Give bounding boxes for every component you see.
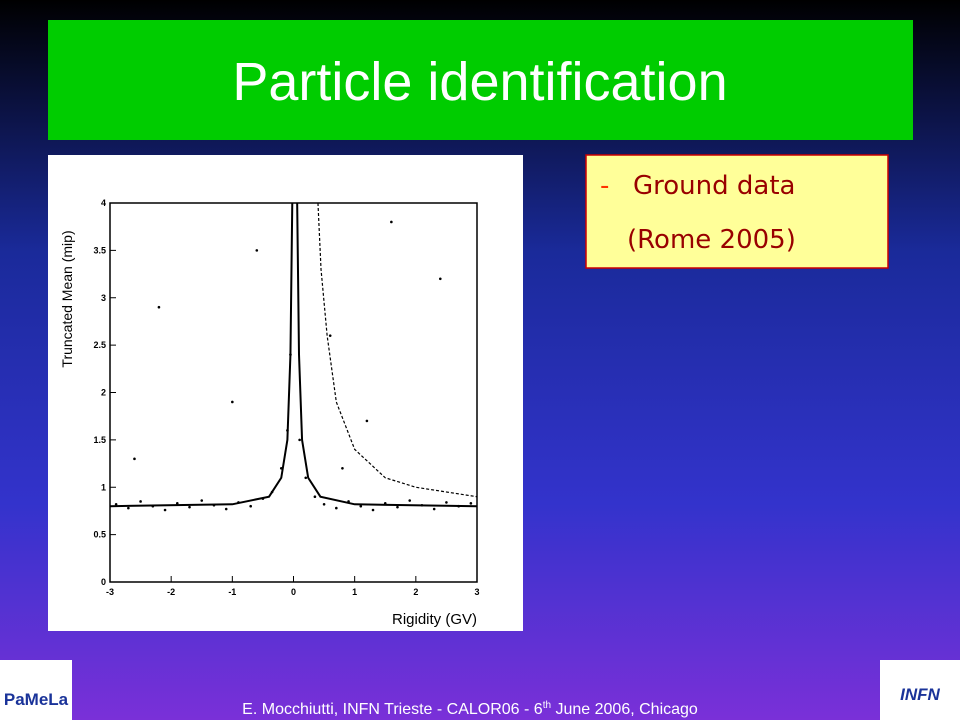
bullet-marker: - (600, 171, 609, 201)
curve (109, 202, 294, 508)
data-point (133, 457, 136, 461)
y-axis-label: Truncated Mean (mip) (59, 230, 75, 367)
title-box (48, 20, 913, 140)
data-point (298, 438, 301, 442)
logo-box (880, 660, 960, 720)
data-point (439, 277, 442, 281)
data-point (175, 502, 179, 505)
logo-box (0, 660, 72, 720)
data-point (469, 502, 473, 505)
curve (296, 202, 478, 508)
data-point (249, 504, 252, 508)
note-box (585, 154, 889, 269)
data-point (390, 220, 393, 224)
y-tick-label: 2.5 (93, 340, 106, 350)
data-point (408, 499, 412, 502)
data-point (231, 400, 234, 404)
data-point (224, 507, 228, 511)
footer-sup: th (543, 700, 551, 711)
slide-title: Particle identification (232, 52, 727, 112)
plot: -3 -2 -1 0 1 2 3 0 0.5 1 1.5 2 2.5 3 3.5 4 Rigidity (GV)… (59, 198, 480, 628)
data-point (359, 504, 363, 508)
y-tick-label: 1.5 (93, 435, 106, 445)
logo-text: INFN (900, 685, 940, 704)
data-point (304, 476, 308, 480)
footer-text: E. Mocchiutti, INFN Trieste - CALOR06 - … (242, 701, 543, 718)
y-tick-label: 2 (101, 388, 106, 398)
x-tick-label: 2 (413, 587, 418, 597)
data-point (127, 506, 130, 510)
footer: E. Mocchiutti, INFN Trieste - CALOR06 - … (242, 700, 698, 718)
y-tick-label: 3.5 (93, 245, 106, 255)
data-point (157, 305, 161, 309)
x-tick-label: 1 (352, 587, 357, 597)
data-point (313, 495, 317, 499)
bullet-text: (Rome 2005) (627, 225, 796, 255)
x-tick-label: 0 (291, 587, 296, 597)
data-point (328, 334, 332, 337)
y-tick-label: 1 (101, 482, 106, 492)
x-tick-label: -3 (106, 587, 114, 597)
data-point (396, 505, 399, 509)
data-point (432, 507, 436, 511)
bullet-text: Ground data (633, 171, 795, 201)
logo-text: PaMeLa (4, 690, 69, 709)
data-point (200, 499, 204, 502)
x-tick-label: 3 (474, 587, 479, 597)
data-point (341, 467, 344, 470)
x-tick-label: -2 (167, 587, 175, 597)
data-point (445, 501, 448, 504)
x-tick-label: -1 (228, 587, 236, 597)
data-point (255, 249, 259, 252)
data-point (139, 500, 142, 503)
footer-text: June 2006, Chicago (551, 701, 698, 718)
y-tick-label: 4 (101, 198, 106, 208)
data-point (322, 503, 326, 506)
data-point (335, 506, 338, 510)
data-point (114, 503, 118, 506)
data-point (188, 505, 191, 509)
data-point (371, 508, 375, 512)
curve (317, 202, 478, 498)
y-tick-label: 0 (101, 577, 106, 587)
y-tick-label: 0.5 (93, 530, 106, 540)
data-point (163, 508, 167, 512)
y-tick-label: 3 (101, 293, 106, 303)
plot-image (48, 155, 523, 631)
x-axis-label: Rigidity (GV) (392, 611, 477, 628)
data-point (365, 419, 369, 423)
